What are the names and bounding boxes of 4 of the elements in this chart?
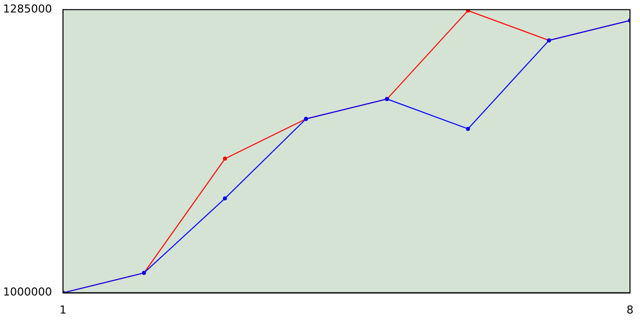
y-tick-label: 1285000 [2,2,52,16]
x-tick-label: 8 [626,303,634,316]
y-tick-label: 1000000 [2,286,52,299]
x-tick-label: 1 [59,303,66,316]
